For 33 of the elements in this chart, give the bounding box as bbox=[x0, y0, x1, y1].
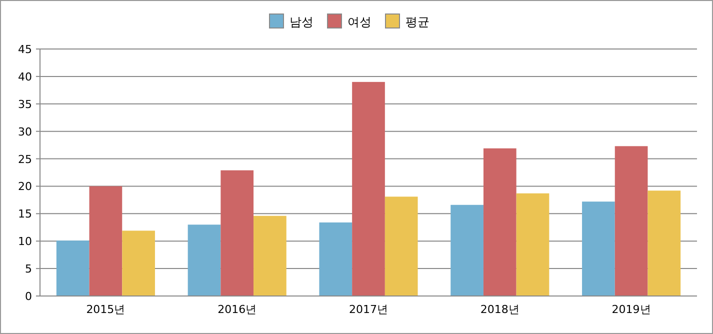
y-tick-label: 0 bbox=[25, 290, 32, 303]
y-tick-label: 5 bbox=[25, 262, 32, 276]
y-tick-label: 45 bbox=[18, 43, 32, 56]
bar bbox=[614, 146, 648, 296]
legend-label: 여성 bbox=[348, 15, 372, 29]
legend-label: 평균 bbox=[406, 15, 430, 29]
y-tick-label: 20 bbox=[18, 180, 32, 194]
x-tick-label: 2019년 bbox=[612, 303, 651, 316]
bar bbox=[188, 224, 221, 296]
bar bbox=[516, 193, 550, 296]
x-tick-label: 2017년 bbox=[349, 303, 388, 316]
bar bbox=[483, 148, 516, 296]
y-tick-label: 25 bbox=[18, 152, 32, 166]
x-tick-label: 2016년 bbox=[218, 303, 257, 316]
x-tick-label: 2018년 bbox=[480, 303, 520, 316]
bar bbox=[122, 230, 155, 296]
bar bbox=[220, 170, 254, 296]
y-tick-label: 10 bbox=[18, 235, 32, 248]
bar bbox=[384, 196, 418, 296]
y-tick-label: 30 bbox=[18, 125, 32, 138]
y-tick-label: 40 bbox=[18, 70, 32, 84]
y-tick-label: 15 bbox=[18, 208, 32, 221]
bar bbox=[319, 222, 352, 296]
bar bbox=[582, 202, 615, 296]
bar bbox=[254, 216, 286, 296]
bar bbox=[648, 190, 681, 296]
bar bbox=[450, 204, 484, 296]
y-tick-label: 35 bbox=[18, 98, 32, 111]
legend-label: 남성 bbox=[290, 15, 314, 29]
bar bbox=[352, 82, 385, 296]
bar bbox=[56, 240, 90, 296]
x-tick-label: 2015년 bbox=[86, 303, 126, 316]
bar bbox=[89, 186, 122, 296]
